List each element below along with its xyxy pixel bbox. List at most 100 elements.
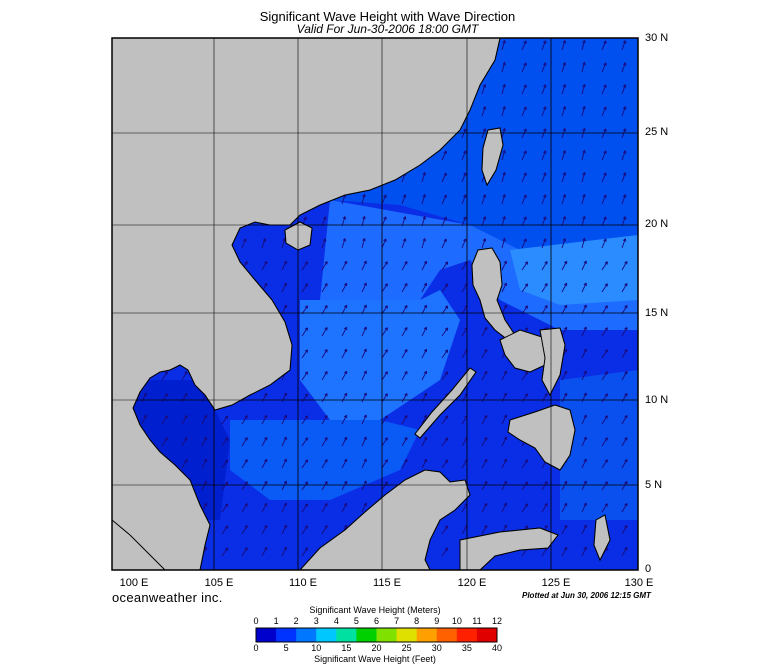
direction-arrow — [621, 414, 628, 425]
direction-arrow — [401, 436, 408, 447]
direction-arrow — [621, 106, 627, 117]
direction-arrow — [381, 349, 388, 359]
direction-arrow — [541, 261, 548, 271]
direction-arrow — [181, 392, 188, 403]
direction-arrow — [441, 459, 449, 469]
direction-arrow — [521, 216, 527, 227]
direction-arrow — [321, 393, 328, 403]
direction-arrow — [501, 194, 506, 205]
colorbar-tick-meters: 0 — [253, 616, 259, 626]
direction-arrow — [441, 525, 449, 535]
direction-arrow — [521, 238, 527, 249]
direction-arrow — [621, 524, 628, 535]
direction-arrow — [501, 238, 506, 249]
colorbar-tick-meters: 3 — [313, 616, 319, 626]
direction-arrow — [501, 458, 507, 469]
direction-arrow — [521, 503, 529, 513]
direction-arrow — [561, 502, 568, 513]
direction-arrow — [401, 304, 408, 315]
direction-arrow — [341, 282, 348, 293]
direction-arrow — [361, 392, 367, 403]
direction-arrow — [281, 414, 287, 425]
map-title: Significant Wave Height with Wave Direct… — [259, 9, 516, 24]
direction-arrow — [301, 503, 309, 513]
direction-arrow — [521, 283, 529, 293]
direction-arrow — [261, 238, 267, 249]
colorbar-title-meters: Significant Wave Height (Meters) — [309, 605, 441, 615]
direction-arrow — [361, 348, 367, 359]
lat-label-20: 20 N — [645, 218, 669, 230]
direction-arrow — [241, 547, 248, 557]
direction-arrow — [341, 392, 348, 403]
direction-arrow — [401, 282, 408, 293]
direction-arrow — [541, 62, 547, 73]
direction-arrow — [441, 371, 449, 381]
direction-arrow — [321, 459, 328, 469]
direction-arrow — [321, 238, 327, 249]
direction-arrow — [561, 216, 567, 227]
land-sulawesi — [459, 527, 559, 570]
direction-arrow — [561, 392, 568, 403]
direction-arrow — [601, 327, 608, 337]
direction-arrow — [261, 414, 268, 425]
direction-arrow — [501, 106, 506, 117]
direction-arrow — [581, 304, 587, 315]
direction-arrow — [581, 194, 586, 205]
direction-arrow — [561, 524, 568, 535]
direction-arrow — [301, 327, 309, 337]
direction-arrow — [621, 458, 628, 469]
direction-arrow — [441, 150, 447, 161]
direction-arrow — [401, 194, 407, 205]
direction-arrow — [521, 481, 529, 491]
direction-arrow — [421, 436, 427, 447]
direction-arrow — [581, 392, 587, 403]
direction-arrow — [421, 458, 427, 469]
direction-arrow — [461, 194, 467, 205]
direction-arrow — [361, 414, 367, 425]
direction-arrow — [441, 415, 449, 425]
direction-arrow — [461, 128, 467, 139]
direction-arrow — [601, 349, 608, 359]
direction-arrow — [581, 370, 587, 381]
direction-arrow — [321, 437, 328, 447]
direction-arrow — [421, 216, 426, 227]
direction-arrow — [261, 436, 268, 447]
direction-arrow — [541, 481, 548, 491]
direction-arrow — [421, 282, 427, 293]
direction-arrow — [341, 436, 348, 447]
direction-arrow — [621, 194, 627, 205]
direction-arrow — [541, 40, 547, 51]
direction-arrow — [561, 106, 567, 117]
direction-arrow — [361, 282, 367, 293]
credit-logo-text: oceanweather inc. — [112, 590, 223, 605]
direction-arrow — [501, 172, 506, 183]
direction-arrow — [341, 458, 348, 469]
direction-arrow — [381, 437, 388, 447]
direction-arrow — [241, 437, 248, 447]
lon-label-100: 100 E — [119, 577, 149, 589]
direction-arrow — [461, 150, 467, 161]
land-hainan — [284, 221, 313, 251]
colorbar-swatch — [316, 628, 337, 642]
colorbar — [256, 628, 498, 642]
direction-arrow — [261, 392, 268, 403]
direction-arrow — [561, 194, 567, 205]
direction-arrow — [421, 194, 426, 205]
direction-arrow — [421, 348, 427, 359]
direction-arrow — [221, 547, 229, 557]
direction-arrow — [521, 261, 529, 271]
lon-label-125: 125 E — [541, 577, 571, 589]
direction-arrow — [281, 546, 287, 557]
direction-arrow — [481, 238, 487, 249]
land-mindanao — [507, 404, 576, 471]
direction-arrow — [521, 459, 529, 469]
direction-arrow — [481, 392, 488, 403]
direction-arrow — [521, 62, 527, 73]
direction-arrow — [221, 415, 229, 425]
colorbar-tick-feet: 30 — [431, 643, 442, 653]
direction-arrow — [461, 172, 467, 183]
direction-arrow — [621, 436, 628, 447]
direction-arrow — [581, 480, 587, 491]
map-subtitle: Valid For Jun-30-2006 18:00 GMT — [296, 22, 479, 36]
direction-arrow — [321, 283, 328, 293]
